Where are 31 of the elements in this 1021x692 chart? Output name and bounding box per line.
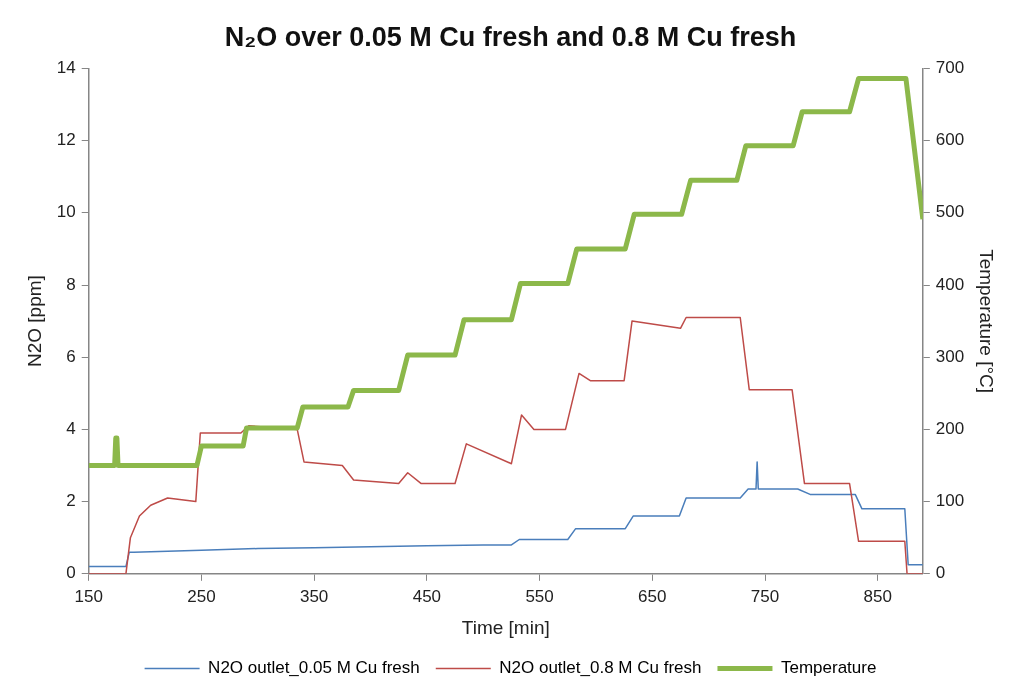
y2-tick-label: 500 (935, 202, 965, 222)
y2-tick-label: 600 (935, 130, 965, 150)
x-tick-label: 150 (74, 586, 103, 606)
legend-label: N2O outlet_0.05 M Cu fresh (208, 658, 420, 678)
y2-tick-label: 400 (935, 274, 965, 294)
legend-label: Temperature (780, 658, 877, 678)
y-tick-label: 0 (66, 563, 76, 583)
y2-tick-label: 200 (935, 419, 965, 439)
y2-axis-title: Temperature [°C] (976, 249, 998, 394)
x-axis-title: Time [min] (461, 616, 550, 638)
chart-title: N₂O over 0.05 M Cu fresh and 0.8 M Cu fresh (224, 21, 797, 52)
y-tick-label: 10 (56, 202, 76, 222)
x-tick-label: 250 (187, 586, 216, 606)
y2-tick-label: 100 (935, 491, 965, 511)
y2-tick-label: 700 (935, 58, 965, 78)
y2-tick-label: 300 (935, 346, 965, 366)
x-tick-label: 850 (863, 586, 892, 606)
y-tick-label: 12 (56, 130, 76, 150)
x-tick-label: 350 (299, 586, 329, 606)
x-tick-label: 550 (525, 586, 554, 606)
y2-tick-label: 0 (935, 563, 946, 583)
x-tick-label: 650 (638, 586, 667, 606)
y-axis-title: N2O [ppm] (23, 275, 45, 368)
y-tick-label: 6 (66, 346, 76, 366)
y-tick-label: 2 (66, 491, 76, 511)
y-tick-label: 8 (66, 274, 76, 294)
legend-label: N2O outlet_0.8 M Cu fresh (499, 658, 702, 678)
x-tick-label: 750 (750, 586, 780, 606)
y-tick-label: 14 (56, 58, 76, 78)
y-tick-label: 4 (66, 419, 76, 439)
x-tick-label: 450 (412, 586, 442, 606)
